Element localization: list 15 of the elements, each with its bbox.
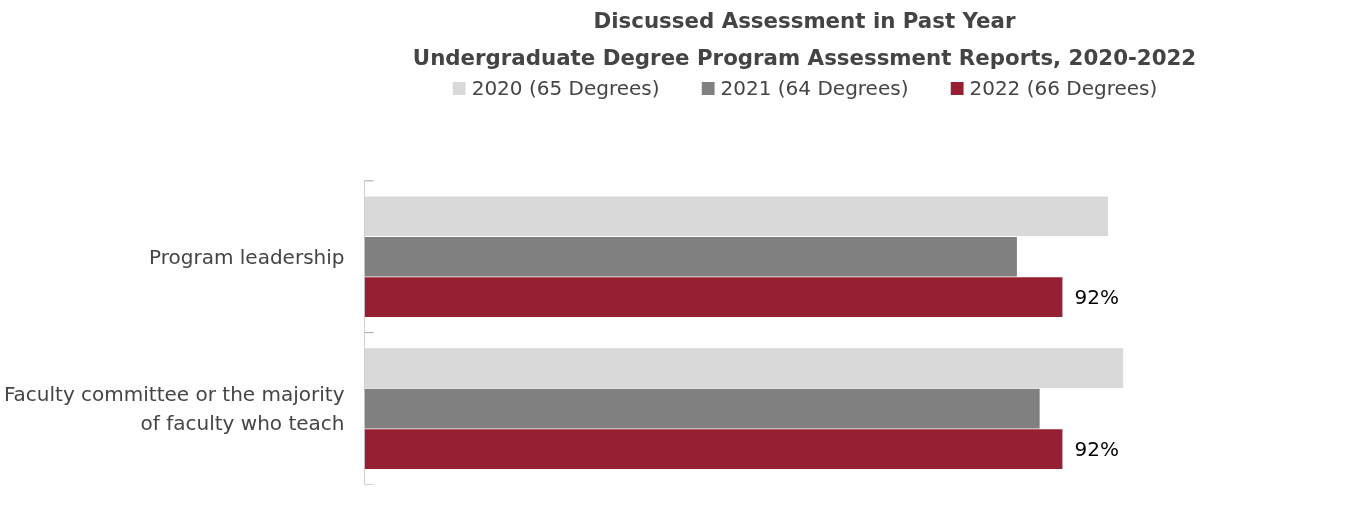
chart-subtitle: Undergraduate Degree Program Assessment Reports, 2020-2022 xyxy=(412,44,1197,70)
legend-label: 2020 (65 Degrees) xyxy=(471,76,660,100)
legend-label: 2021 (64 Degrees) xyxy=(720,76,909,100)
bar xyxy=(364,277,1063,318)
y-tick-label: Faculty committee or the majority of faculty who teach xyxy=(3,382,345,435)
bar xyxy=(364,236,1017,277)
bar xyxy=(364,429,1063,469)
bar xyxy=(364,348,1124,388)
chart-title: Discussed Assessment in Past Year xyxy=(593,7,1016,33)
bar xyxy=(364,388,1040,429)
legend-label: 2022 (66 Degrees) xyxy=(969,76,1158,100)
y-tick-label: Program leadership xyxy=(149,244,345,269)
data-label: 92% xyxy=(1074,437,1119,462)
bar xyxy=(364,196,1108,237)
data-label: 92% xyxy=(1074,285,1119,310)
